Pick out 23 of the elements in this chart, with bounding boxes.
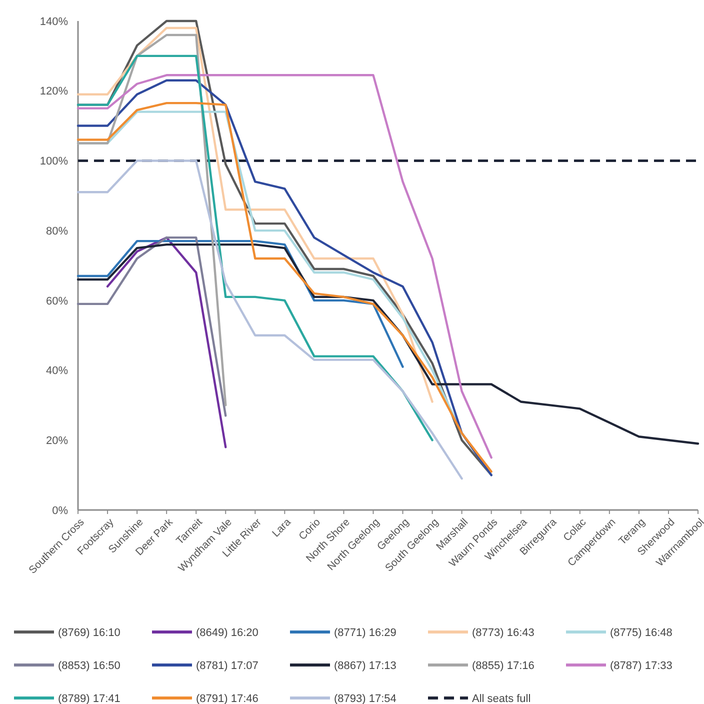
y-tick-label: 0% [52,504,68,517]
legend-label: (8773) 16:43 [472,626,534,639]
legend-label: (8649) 16:20 [196,626,258,639]
legend-label: (8855) 17:16 [472,660,534,672]
x-tick-label: Lara [270,516,294,540]
y-tick-label: 120% [40,86,68,98]
legend-label: (8789) 17:41 [58,692,120,704]
legend-label: (8791) 17:46 [196,692,258,704]
y-tick-label: 20% [46,434,68,447]
y-tick-label: 100% [40,156,68,168]
y-tick-label: 140% [40,16,68,28]
legend-label: (8771) 16:29 [334,626,396,639]
legend-label: (8793) 17:54 [334,692,396,704]
legend-label: (8853) 16:50 [58,660,120,672]
y-tick-label: 80% [46,225,68,238]
legend-label: (8769) 16:10 [58,626,120,639]
legend-label: (8787) 17:33 [610,660,672,672]
legend-label: All seats full [472,692,531,704]
y-tick-label: 40% [46,365,68,378]
legend-label: (8781) 17:07 [196,660,258,672]
legend-label: (8867) 17:13 [334,660,396,672]
legend-label: (8775) 16:48 [610,626,672,639]
y-tick-label: 60% [46,295,68,308]
